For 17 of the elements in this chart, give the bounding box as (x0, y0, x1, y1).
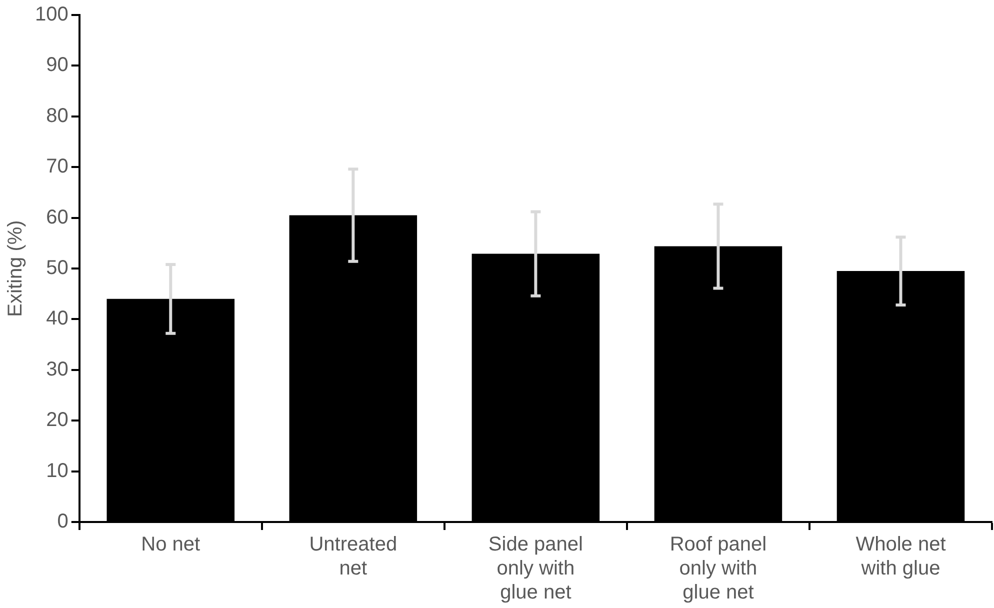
y-tick-label: 60 (46, 206, 68, 228)
y-tick-label: 30 (46, 358, 68, 380)
y-tick-label: 20 (46, 409, 68, 432)
x-tick-label: Whole net with glue (856, 534, 946, 580)
y-tick-label: 90 (46, 54, 68, 76)
x-tick-label: Side panel only with glue net (488, 534, 583, 604)
y-tick-label: 50 (46, 257, 68, 280)
x-tick-label: No net (141, 534, 201, 556)
y-tick-label: 40 (46, 308, 68, 330)
y-tick-label: 70 (46, 156, 68, 178)
y-tick-label: 100 (34, 4, 68, 26)
x-tick-label: Roof panel only with glue net (670, 534, 767, 604)
y-axis-title: Exiting (%) (4, 220, 27, 317)
x-tick-label: Untreated net (309, 534, 398, 580)
y-tick-label: 80 (46, 104, 68, 127)
y-tick-label: 10 (46, 460, 68, 482)
y-tick-label: 0 (57, 510, 68, 533)
